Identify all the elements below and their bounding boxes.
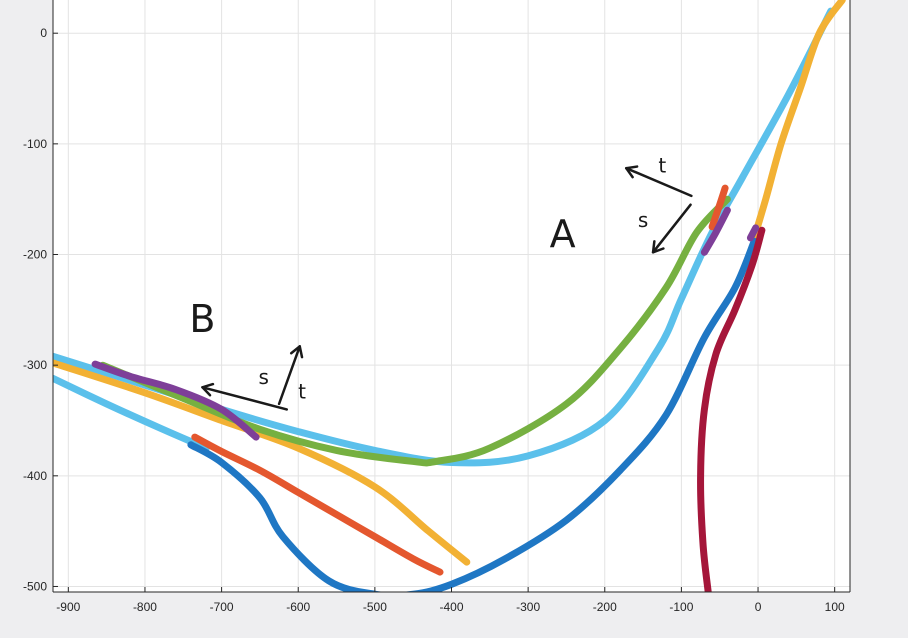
x-tick-label: -700 [210,600,234,614]
axes: -900 -800 -700 -600 -500 -400 -300 -200 -100 0 100… [23,0,851,614]
series-line-yellow-2 [750,0,846,242]
annotation-t-1: t [658,154,666,178]
x-tick-label: -300 [516,600,540,614]
arrow-layer [201,165,693,411]
series-line-orange-8 [708,184,729,231]
grid [53,0,850,592]
x-tick-label: -900 [56,600,80,614]
arrow-a-t [624,165,693,198]
x-tick-label: 100 [825,600,845,614]
arrow-a-s [651,203,692,254]
y-tick-label: -400 [23,469,47,483]
series-line-purple-9 [91,360,260,441]
y-tick-label: -500 [23,579,47,593]
y-tick-label: -200 [23,248,47,262]
x-tick-label: -400 [439,600,463,614]
y-tick-label: -300 [23,358,47,372]
annotation-t-5: t [298,379,306,403]
x-tick-label: -200 [593,600,617,614]
annotation-layer: At s Bs t [189,154,666,404]
annotation-A-0: A [550,212,576,256]
x-tick-label: -600 [286,600,310,614]
x-tick-label: 0 [755,600,762,614]
series-line-yellow-1 [53,359,471,566]
arrow-b-t [277,345,304,406]
series-line-purple-10 [700,206,731,256]
annotation-s-2: s [638,208,648,232]
y-tick-label: -100 [23,137,47,151]
y-tick-label: 0 [40,26,47,40]
annotation-B-3: B [189,297,215,341]
x-tick-label: -100 [669,600,693,614]
x-tick-label: -500 [363,600,387,614]
series-line-purple-11 [746,224,760,242]
series-line-crimson-6 [697,226,766,592]
x-tick-label: -800 [133,600,157,614]
arrow-b-s [201,382,288,411]
series-line-blue-5 [187,237,758,592]
series-layer [53,0,846,592]
series-line-orange-7 [191,433,444,576]
annotation-s-4: s [259,365,269,389]
series-line-sky-4 [53,374,210,452]
